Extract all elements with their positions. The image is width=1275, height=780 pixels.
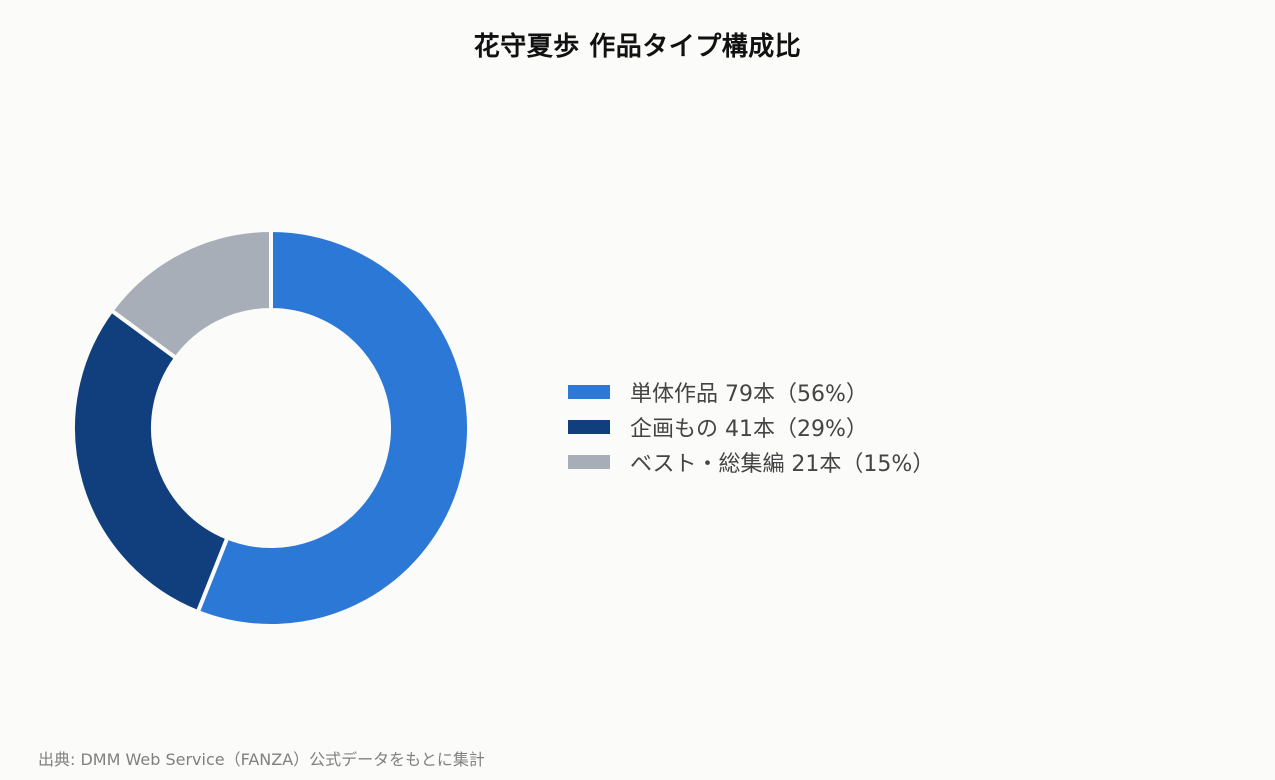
donut-slice-3	[108, 227, 273, 361]
legend-item-1: 単体作品 79本（56%）	[568, 374, 934, 409]
legend-item-3: ベスト・総集編 21本（15%）	[568, 444, 934, 479]
legend-item-2: 企画もの 41本（29%）	[568, 409, 934, 444]
chart-title: 花守夏歩 作品タイプ構成比	[473, 32, 802, 62]
legend-label-3: ベスト・総集編 21本（15%）	[630, 451, 935, 477]
donut-slice-2	[71, 307, 230, 615]
legend-label-1: 単体作品 79本（56%）	[630, 381, 868, 407]
source-note: 出典: DMM Web Service（FANZA）公式データをもとに集計	[38, 750, 485, 769]
donut-slice-1	[195, 227, 471, 628]
legend-swatch-1	[568, 384, 610, 399]
legend-swatch-2	[568, 419, 610, 434]
legend-label-2: 企画もの 41本（29%）	[630, 416, 868, 442]
chart-legend: 単体作品 79本（56%） 企画もの 41本（29%） ベスト・総集編 21本（15…	[568, 374, 934, 479]
legend-swatch-3	[568, 454, 610, 469]
